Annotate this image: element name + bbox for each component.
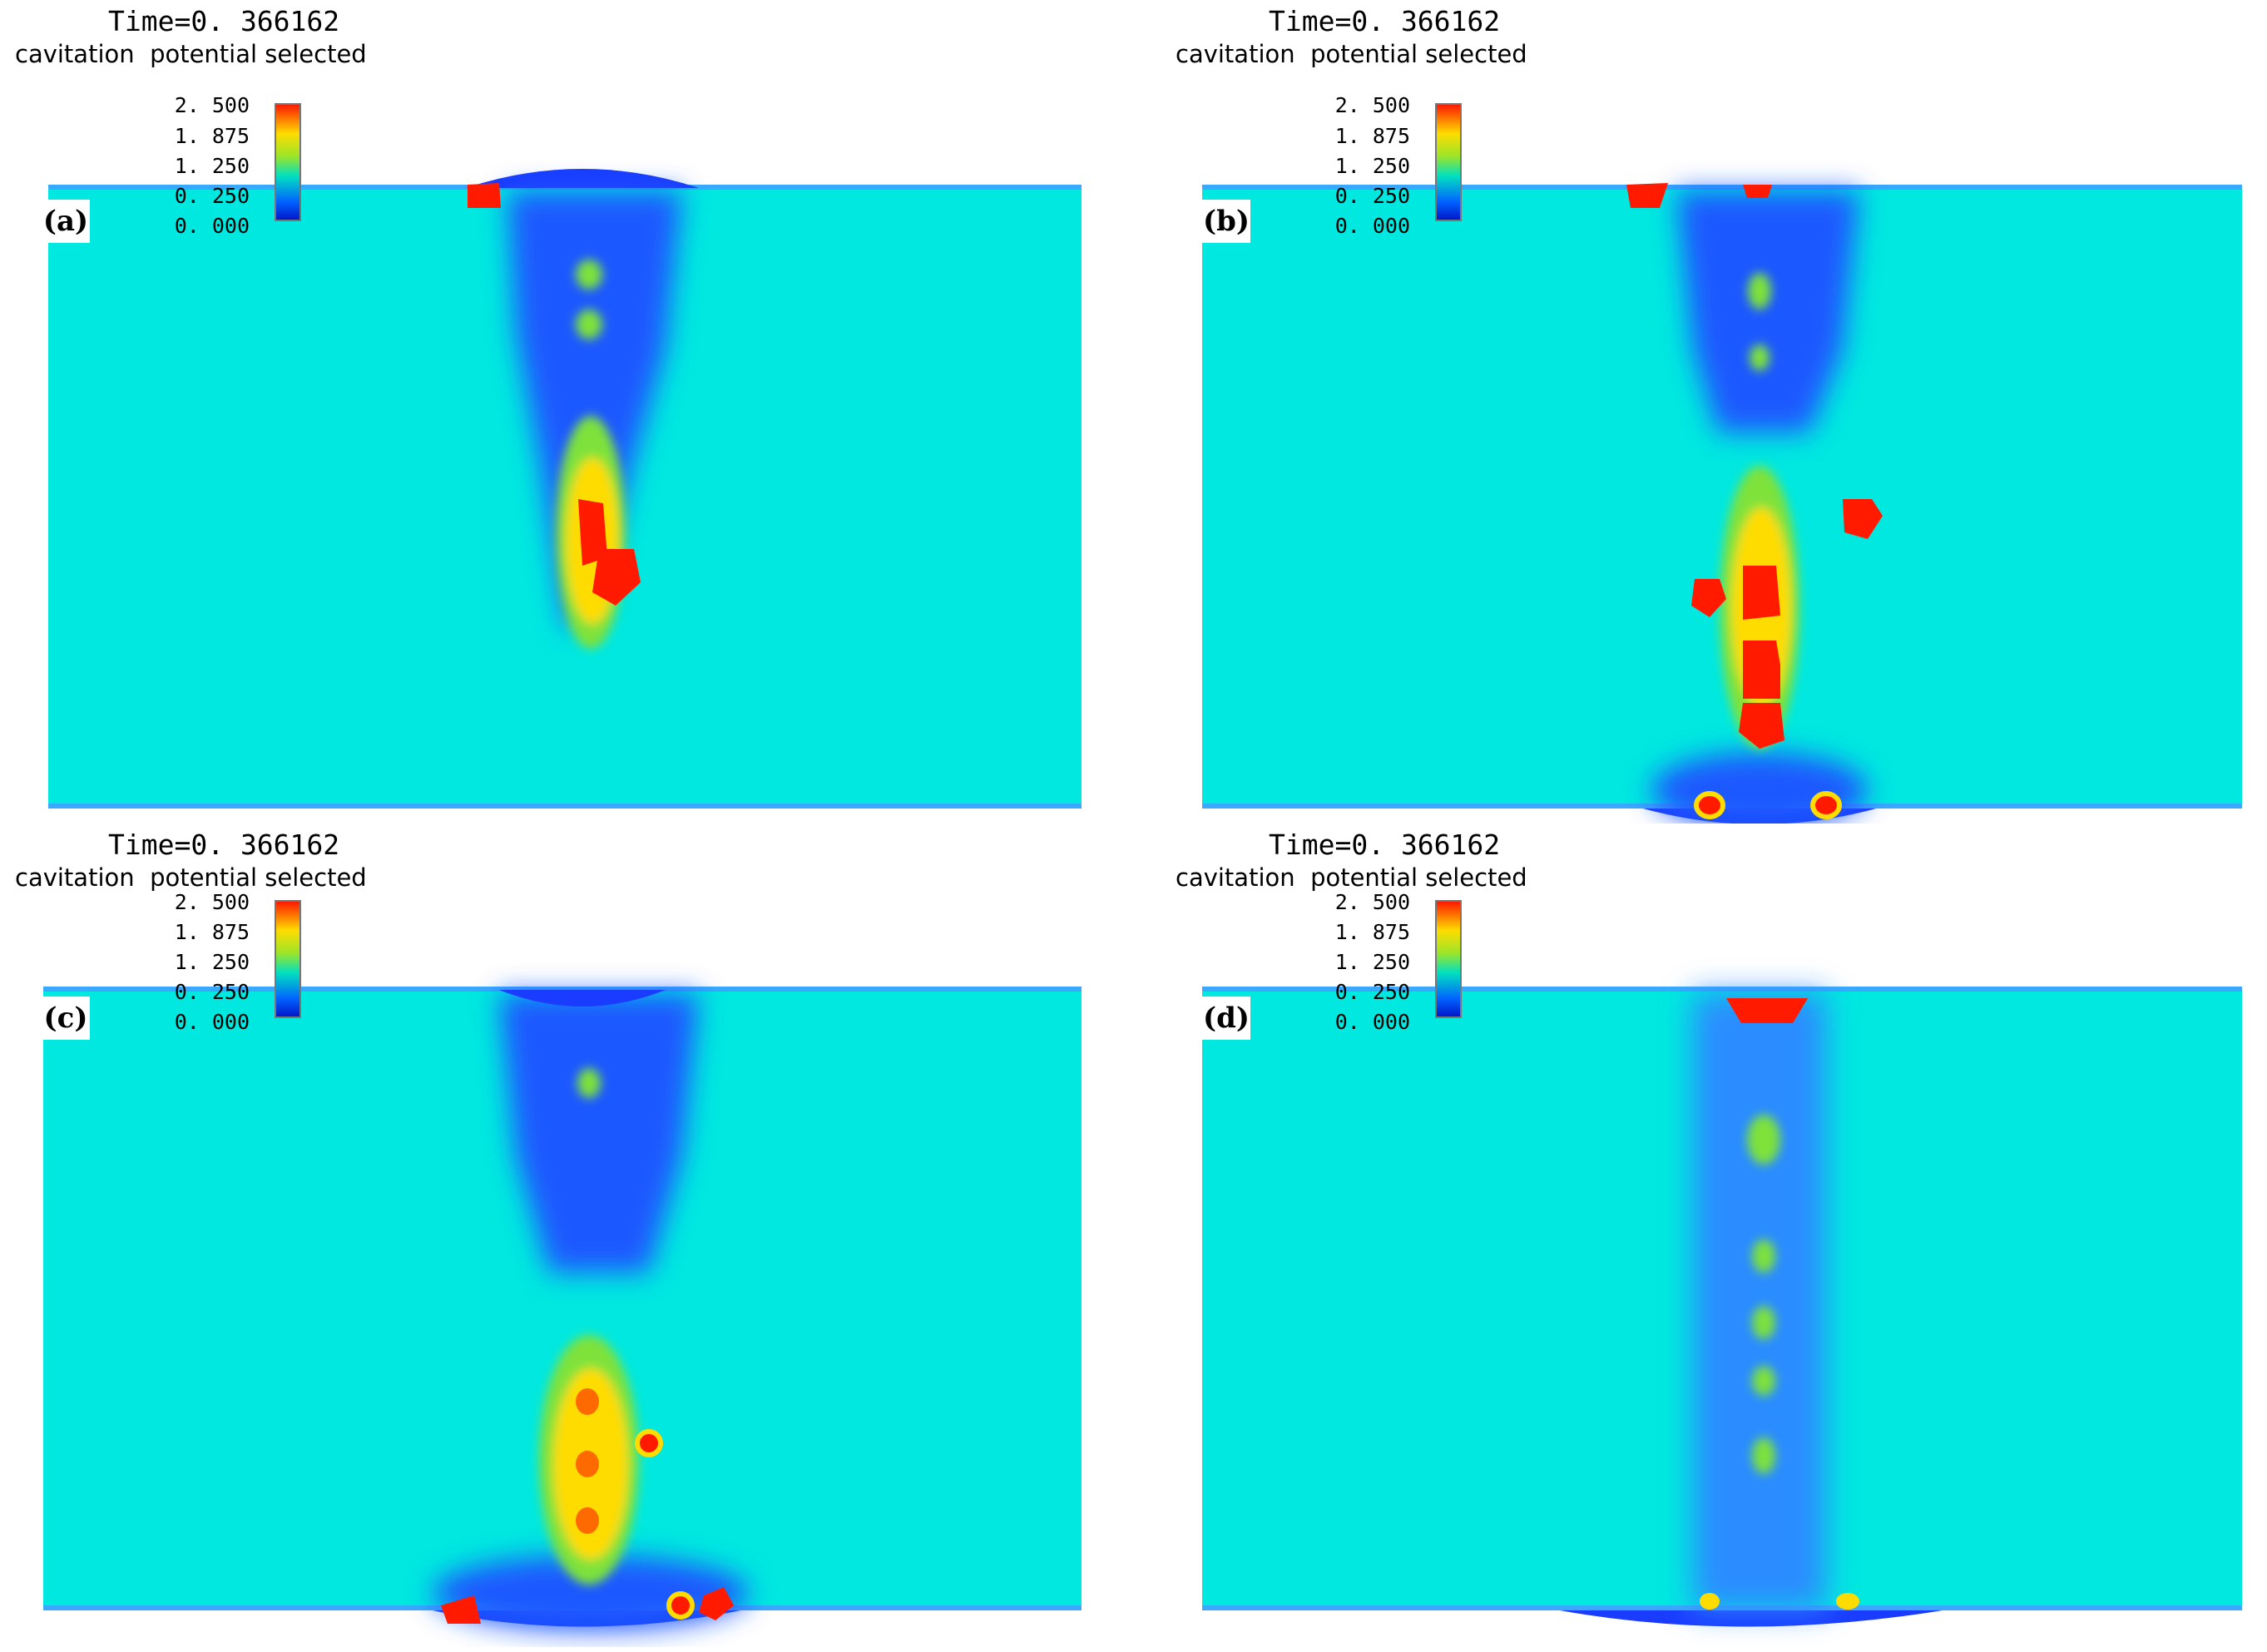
- colorbar-tick: 0. 250: [174, 184, 250, 208]
- variable-label: cavitation potential selected: [15, 40, 367, 68]
- panel-d: Time=0. 366162 cavitation potential sele…: [1161, 824, 2242, 1647]
- colorbar-tick: 0. 000: [1334, 1010, 1410, 1034]
- colorbar-tick: 1. 875: [174, 920, 250, 944]
- contour-field-d: [1202, 987, 2242, 1627]
- panel-tag: (d): [1202, 997, 1250, 1040]
- colorbar-tick: 1. 875: [1334, 124, 1410, 148]
- variable-label: cavitation potential selected: [15, 863, 367, 892]
- colorbar-tick: 1. 875: [1334, 920, 1410, 944]
- colorbar: [275, 900, 301, 1018]
- colorbar-tick: 2. 500: [1334, 890, 1410, 914]
- panel-tag: (c): [42, 997, 90, 1040]
- colorbar-tick: 1. 250: [1334, 154, 1410, 178]
- colorbar-tick: 0. 000: [174, 1010, 250, 1034]
- variable-label: cavitation potential selected: [1176, 40, 1527, 68]
- time-label: Time=0. 366162: [1269, 5, 1501, 37]
- colorbar-tick: 1. 875: [174, 124, 250, 148]
- colorbar-tick: 1. 250: [174, 950, 250, 974]
- panel-b: Time=0. 366162 cavitation potential sele…: [1161, 0, 2242, 824]
- variable-label: cavitation potential selected: [1176, 863, 1527, 892]
- contour-field-a: [48, 169, 1082, 809]
- colorbar-tick: 0. 000: [1334, 214, 1410, 238]
- colorbar-tick: 2. 500: [174, 890, 250, 914]
- colorbar-tick: 0. 250: [1334, 980, 1410, 1004]
- colorbar-tick: 0. 250: [174, 980, 250, 1004]
- colorbar: [275, 103, 301, 221]
- colorbar-tick: 0. 000: [174, 214, 250, 238]
- contour-field-b: [1202, 183, 2242, 824]
- time-label: Time=0. 366162: [108, 828, 340, 861]
- colorbar-tick: 2. 500: [1334, 93, 1410, 117]
- panel-tag: (a): [42, 200, 90, 243]
- colorbar: [1435, 103, 1462, 221]
- colorbar-tick: 0. 250: [1334, 184, 1410, 208]
- time-label: Time=0. 366162: [108, 5, 340, 37]
- colorbar: [1435, 900, 1462, 1018]
- panel-a: Time=0. 366162 cavitation potential sele…: [0, 0, 1082, 824]
- panel-c: Time=0. 366162 cavitation potential sele…: [0, 824, 1082, 1647]
- colorbar-tick: 2. 500: [174, 93, 250, 117]
- colorbar-tick: 1. 250: [174, 154, 250, 178]
- contour-field-c: [43, 987, 1082, 1630]
- panel-tag: (b): [1202, 200, 1250, 243]
- colorbar-tick: 1. 250: [1334, 950, 1410, 974]
- time-label: Time=0. 366162: [1269, 828, 1501, 861]
